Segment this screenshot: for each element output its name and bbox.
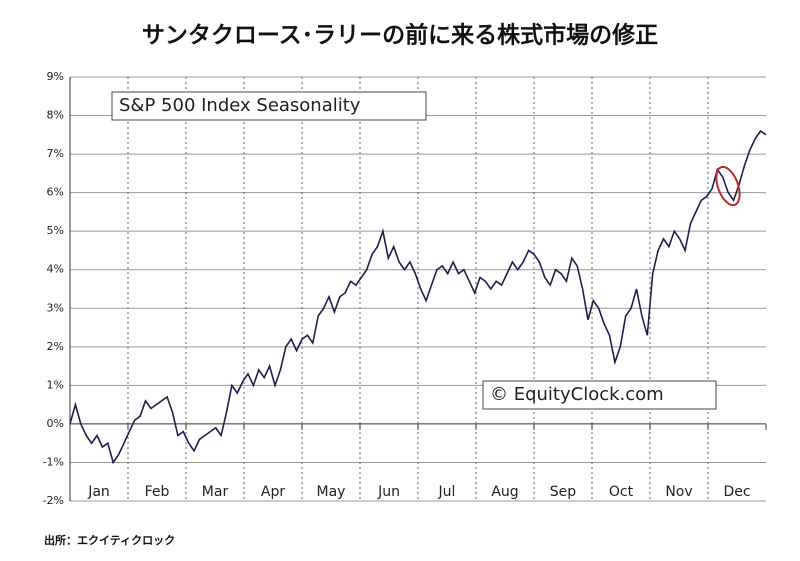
x-tick-label: Feb xyxy=(145,484,170,500)
y-tick-label: 1% xyxy=(47,378,64,391)
x-tick-label: Jan xyxy=(87,484,110,500)
x-tick-label: Sep xyxy=(550,484,577,500)
x-tick-label: Jul xyxy=(438,484,456,500)
source: 出所：エクイティクロック xyxy=(44,533,175,547)
y-tick-label: 6% xyxy=(47,186,64,199)
x-tick-label: Aug xyxy=(491,484,518,500)
x-tick-label: Dec xyxy=(723,484,750,500)
y-tick-label: 4% xyxy=(47,263,64,276)
annotation-box xyxy=(111,91,427,121)
line xyxy=(69,129,767,465)
y-tick-label: -2% xyxy=(43,494,64,507)
y-tick-label: 0% xyxy=(47,417,64,430)
x-tick-label: May xyxy=(317,484,346,500)
y-tick-label: 5% xyxy=(47,224,64,237)
y-tick-label: 3% xyxy=(47,301,64,314)
y-tick-label: -1% xyxy=(43,455,64,468)
y-tick-label: 2% xyxy=(47,340,64,353)
x-tick-label: Nov xyxy=(665,484,692,500)
x-tick-label: Mar xyxy=(202,484,229,500)
y-tick-label: 9% xyxy=(47,70,64,83)
y-tick-label: 8% xyxy=(47,109,64,122)
chart-title: サンタクロース･ラリーの前に来る株式市場の修正 xyxy=(142,22,658,49)
y-tick-label: 7% xyxy=(47,147,64,160)
annotation: S&P 500 Index Seasonality xyxy=(119,95,361,116)
x-tick-label: Apr xyxy=(261,484,285,500)
annotation-box xyxy=(482,380,717,410)
annotation: © EquityClock.com xyxy=(490,384,664,405)
x-tick-label: Oct xyxy=(609,484,634,500)
x-tick-label: Jun xyxy=(377,484,400,500)
highlight xyxy=(715,165,741,207)
